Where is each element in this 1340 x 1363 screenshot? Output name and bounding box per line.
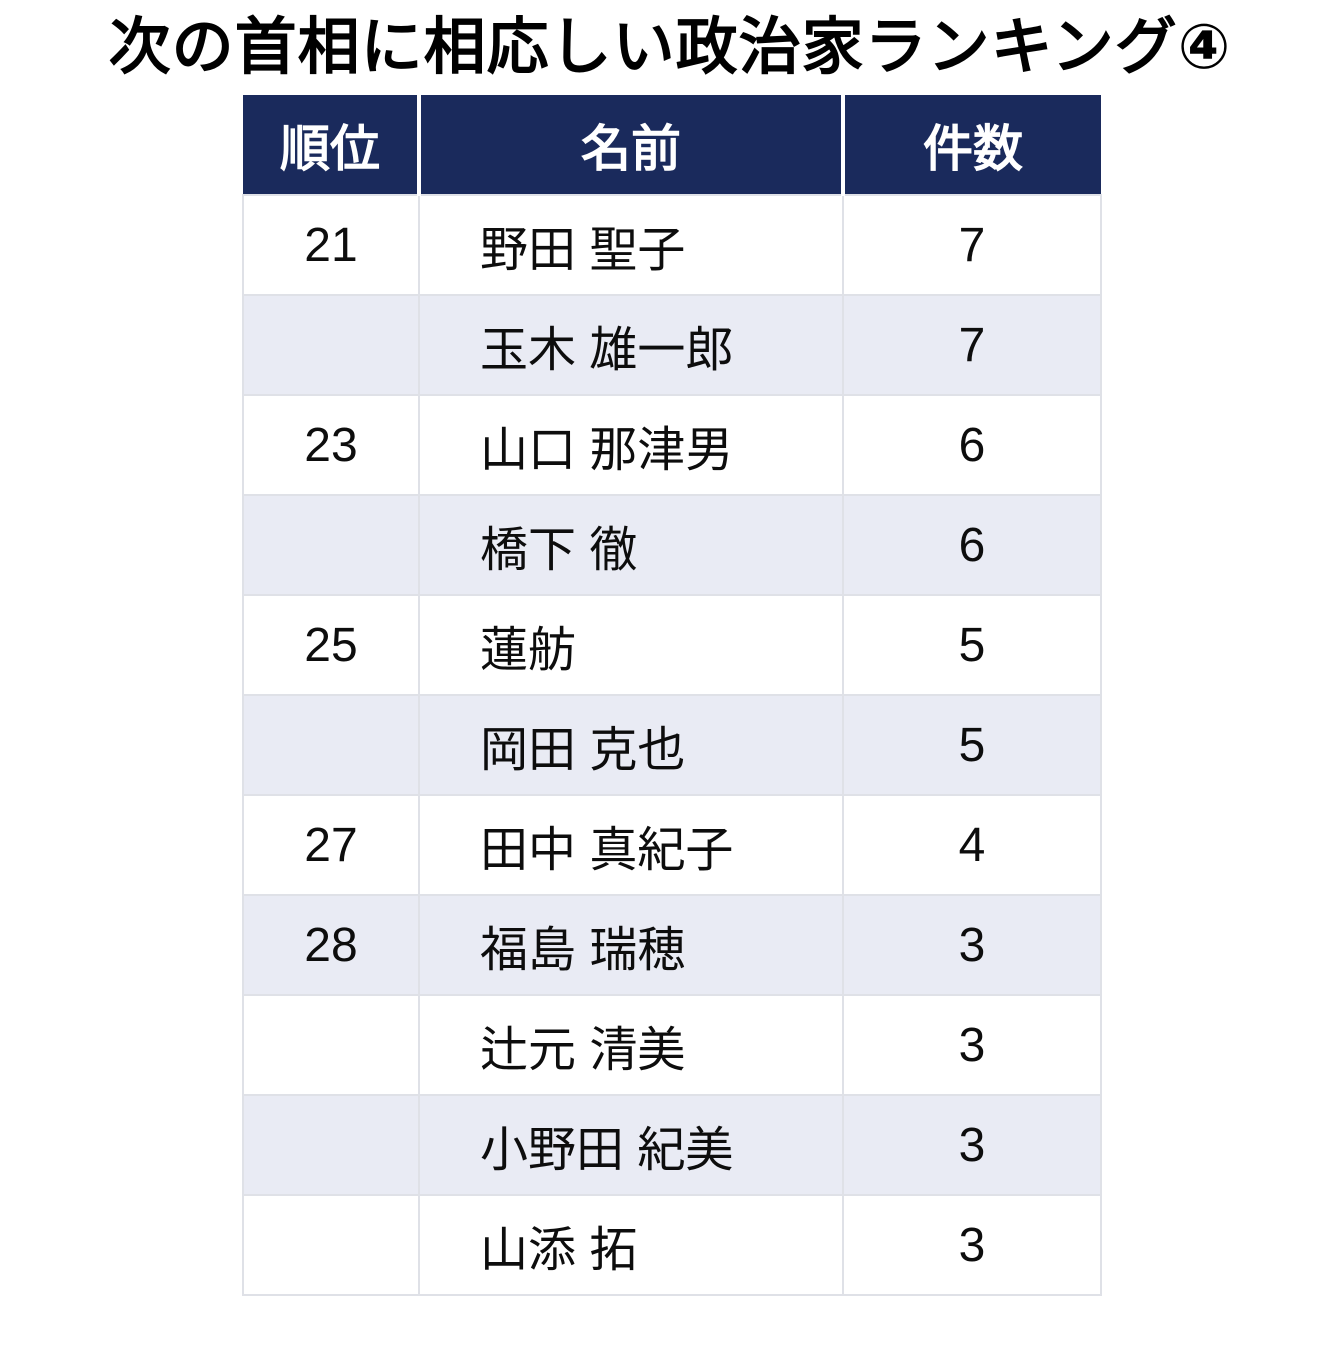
- header-name: 名前: [417, 95, 843, 195]
- table-row: 岡田 克也 5: [242, 694, 1102, 796]
- name-cell: 山添 拓: [418, 1194, 844, 1296]
- table-row: 25 蓮舫 5: [242, 594, 1102, 696]
- table-row: 28 福島 瑞穂 3: [242, 894, 1102, 996]
- ranking-table: 順位 名前 件数 21 野田 聖子 7 玉木 雄一郎 7 23 山口 那津男 6 橋下 徹 6 25…: [242, 95, 1102, 1296]
- count-cell: 7: [842, 294, 1102, 396]
- name-cell: 橋下 徹: [418, 494, 844, 596]
- name-cell: 福島 瑞穂: [418, 894, 844, 996]
- name-cell: 小野田 紀美: [418, 1094, 844, 1196]
- rank-cell: 21: [242, 194, 420, 296]
- header-row: 順位 名前 件数: [243, 95, 1101, 195]
- name-cell: 蓮舫: [418, 594, 844, 696]
- name-cell: 玉木 雄一郎: [418, 294, 844, 396]
- rank-cell: [242, 294, 420, 396]
- count-cell: 3: [842, 894, 1102, 996]
- table-row: 辻元 清美 3: [242, 994, 1102, 1096]
- table-body: 21 野田 聖子 7 玉木 雄一郎 7 23 山口 那津男 6 橋下 徹 6 25 蓮舫 5 岡田 克也 5…: [242, 194, 1102, 1296]
- rank-cell: [242, 994, 420, 1096]
- count-cell: 6: [842, 394, 1102, 496]
- header-rank: 順位: [243, 95, 419, 195]
- rank-cell: 27: [242, 794, 420, 896]
- rank-cell: 23: [242, 394, 420, 496]
- rank-cell: [242, 1094, 420, 1196]
- rank-cell: [242, 694, 420, 796]
- count-cell: 3: [842, 1194, 1102, 1296]
- name-cell: 辻元 清美: [418, 994, 844, 1096]
- table-row: 23 山口 那津男 6: [242, 394, 1102, 496]
- count-cell: 5: [842, 694, 1102, 796]
- name-cell: 野田 聖子: [418, 194, 844, 296]
- count-cell: 5: [842, 594, 1102, 696]
- header-count: 件数: [841, 95, 1101, 195]
- rank-cell: 25: [242, 594, 420, 696]
- table-row: 27 田中 真紀子 4: [242, 794, 1102, 896]
- name-cell: 山口 那津男: [418, 394, 844, 496]
- table-row: 玉木 雄一郎 7: [242, 294, 1102, 396]
- table-row: 小野田 紀美 3: [242, 1094, 1102, 1196]
- count-cell: 7: [842, 194, 1102, 296]
- count-cell: 4: [842, 794, 1102, 896]
- name-cell: 岡田 克也: [418, 694, 844, 796]
- page-title: 次の首相に相応しい政治家ランキング④: [108, 13, 1232, 82]
- rank-cell: [242, 1194, 420, 1296]
- count-cell: 3: [842, 994, 1102, 1096]
- table-row: 21 野田 聖子 7: [242, 194, 1102, 296]
- count-cell: 3: [842, 1094, 1102, 1196]
- rank-cell: 28: [242, 894, 420, 996]
- count-cell: 6: [842, 494, 1102, 596]
- rank-cell: [242, 494, 420, 596]
- name-cell: 田中 真紀子: [418, 794, 844, 896]
